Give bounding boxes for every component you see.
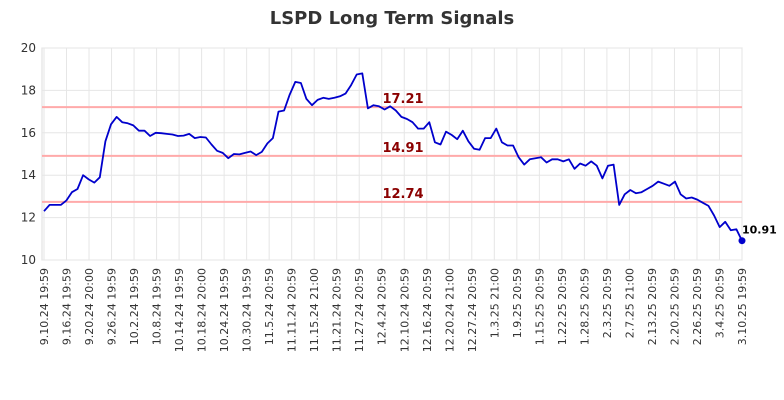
y-tick-label: 12 <box>21 211 36 225</box>
x-tick-label: 12.10.24 20:59 <box>398 268 411 352</box>
axis-labels: 10 12 14 16 18 20 9.10.24 19:59 9.16.24 19:59 9.… <box>21 41 749 352</box>
x-tick-label: 10.24.24 19:59 <box>218 268 231 352</box>
chart-title: LSPD Long Term Signals <box>269 8 515 29</box>
x-tick-label: 1.15.25 20:59 <box>533 268 546 345</box>
x-tick-label: 2.7.25 21:00 <box>623 268 636 338</box>
x-tick-label: 10.2.24 19:59 <box>128 268 141 345</box>
y-tick-label: 18 <box>21 83 36 97</box>
x-tick-label: 3.4.25 20:59 <box>713 268 726 338</box>
x-tick-label: 10.18.24 20:00 <box>196 268 209 352</box>
last-point-label: 10.91 <box>742 224 777 237</box>
x-tick-label: 1.22.25 20:59 <box>556 268 569 345</box>
x-tick-label: 11.15.24 21:00 <box>308 268 321 352</box>
x-tick-label: 1.9.25 20:59 <box>511 268 524 338</box>
signal-level-label: 12.74 <box>382 187 423 202</box>
y-tick-label: 14 <box>21 168 36 182</box>
x-tick-label: 11.27.24 20:59 <box>353 268 366 352</box>
x-tick-label: 2.3.25 20:59 <box>601 268 614 338</box>
signal-level-label: 17.21 <box>382 92 423 107</box>
x-tick-label: 9.16.24 19:59 <box>61 268 74 345</box>
x-tick-label: 3.10.25 19:59 <box>736 268 749 345</box>
series-layer: 10.91 <box>43 72 777 245</box>
x-tick-label: 10.30.24 19:59 <box>241 268 254 352</box>
x-tick-label: 11.5.24 20:59 <box>263 268 276 345</box>
x-tick-label: 10.8.24 19:59 <box>151 268 164 345</box>
y-tick-label: 10 <box>21 253 36 267</box>
signal-levels: 17.21 14.91 12.74 <box>42 92 742 203</box>
grid-lines <box>41 47 743 261</box>
x-tick-label: 2.13.25 20:59 <box>646 268 659 345</box>
x-tick-label: 10.14.24 19:59 <box>173 268 186 352</box>
x-tick-label: 12.4.24 20:59 <box>376 268 389 345</box>
x-tick-label: 11.11.24 20:59 <box>286 268 299 352</box>
x-tick-label: 1.28.25 20:59 <box>578 268 591 345</box>
x-tick-label: 1.3.25 21:00 <box>488 268 501 338</box>
y-tick-label: 20 <box>21 41 36 55</box>
x-tick-label: 12.27.24 20:59 <box>466 268 479 352</box>
x-tick-label: 2.20.25 20:59 <box>668 268 681 345</box>
x-tick-label: 9.20.24 20:00 <box>83 268 96 345</box>
signal-level-label: 14.91 <box>382 141 423 156</box>
x-tick-label: 9.10.24 19:59 <box>38 268 51 345</box>
x-tick-label: 9.26.24 19:59 <box>106 268 119 345</box>
price-series-line <box>43 72 743 242</box>
x-tick-label: 2.26.25 20:59 <box>691 268 704 345</box>
x-tick-label: 12.16.24 20:59 <box>421 268 434 352</box>
y-tick-label: 16 <box>21 126 36 140</box>
x-tick-label: 12.20.24 21:00 <box>443 268 456 352</box>
last-point-marker <box>738 237 746 245</box>
x-tick-label: 11.21.24 20:59 <box>331 268 344 352</box>
